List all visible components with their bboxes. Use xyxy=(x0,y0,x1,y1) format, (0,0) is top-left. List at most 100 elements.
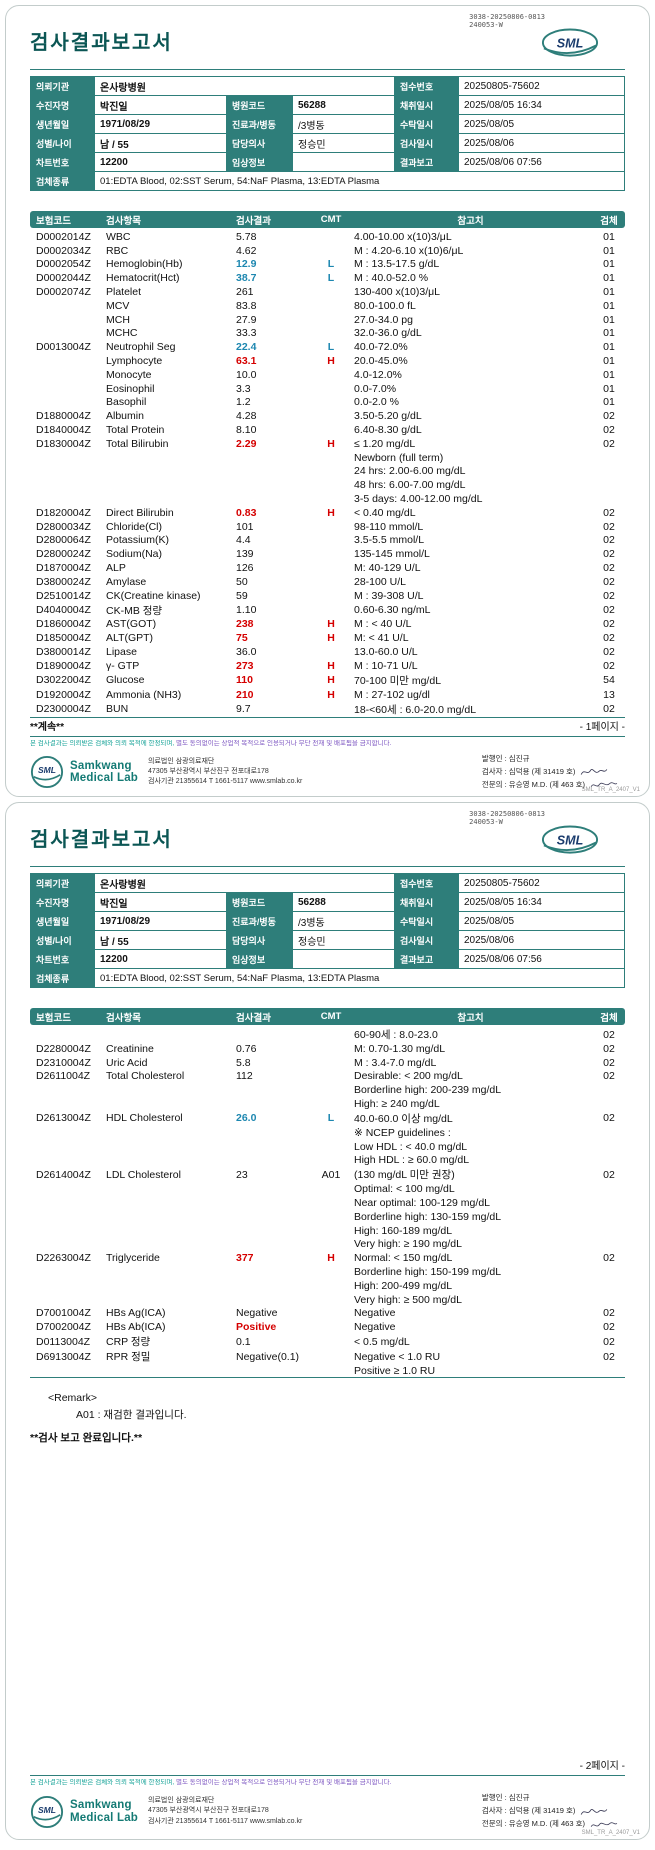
cmt-flag xyxy=(314,1307,348,1321)
test-name: CRP 정량 xyxy=(106,1336,151,1349)
cmt-flag xyxy=(314,478,348,492)
value-hospital-code: 56288 xyxy=(292,95,395,115)
result-row: Borderline high: 150-199 mg/dL xyxy=(30,1265,625,1279)
specimen-code: 54 xyxy=(603,674,615,687)
test-name: Total Protein xyxy=(106,424,165,437)
cmt-flag xyxy=(314,1334,348,1349)
cmt-flag xyxy=(314,368,348,382)
test-result: 112 xyxy=(236,1070,253,1083)
cmt-flag: H xyxy=(327,674,335,687)
remark-a01: A01 : 재검한 결과입니다. xyxy=(76,1409,187,1422)
insurance-code: D1820004Z xyxy=(36,506,91,519)
cmt-flag: L xyxy=(327,1112,335,1125)
test-result: 2.29 xyxy=(236,437,257,450)
sml-footer-logo-icon: SML xyxy=(30,1795,64,1828)
insurance-code: D2614004Z xyxy=(36,1168,91,1181)
reference-range: M : 40.0-52.0 % xyxy=(354,272,429,285)
insurance-code: D2300004Z xyxy=(36,703,91,715)
patient-row: 성별/나이 남 / 55 담당의사 정승민 검사일시 2025/08/06 xyxy=(30,930,625,950)
reference-range: ≤ 1.20 mg/dL xyxy=(354,437,416,450)
test-name: Basophil xyxy=(106,396,147,409)
reference-range: 20.0-45.0% xyxy=(354,355,408,368)
result-row: High: ≥ 240 mg/dL xyxy=(30,1097,625,1111)
result-row: 3-5 days: 4.00-12.00 mg/dL xyxy=(30,492,625,506)
value-tested-at: 2025/08/06 xyxy=(458,133,625,153)
footer-divider xyxy=(30,735,625,737)
specimen-code xyxy=(593,1097,625,1111)
specimen-code xyxy=(593,1196,625,1210)
test-name: MCV xyxy=(106,299,130,312)
reference-range: (130 mg/dL 미만 권장) xyxy=(354,1169,455,1182)
test-name: ALP xyxy=(106,562,126,575)
reference-range: M : 13.5-17.5 g/dL xyxy=(354,258,440,271)
test-result xyxy=(230,1210,314,1224)
cmt-flag xyxy=(314,1196,348,1210)
patient-row: 차트번호 12200 임상정보 결과보고 2025/08/06 07:56 xyxy=(30,152,625,172)
cmt-flag xyxy=(314,603,348,618)
test-result: 9.7 xyxy=(236,703,251,715)
result-row: D0002034Z RBC 4.62 M : 4.20-6.10 x(10)6/… xyxy=(30,244,625,258)
value-specimen-type: 01:EDTA Blood, 02:SST Serum, 54:NaF Plas… xyxy=(94,968,625,988)
label-requester: 의뢰기관 xyxy=(30,76,95,96)
test-name: Total Bilirubin xyxy=(106,437,169,450)
reference-range: Negative xyxy=(354,1307,396,1320)
specimen-code: 02 xyxy=(603,1321,615,1334)
label-specimen-type: 검체종류 xyxy=(30,171,95,191)
test-result: 27.9 xyxy=(236,313,257,326)
test-result: 210 xyxy=(236,688,254,701)
specimen-code: 01 xyxy=(603,258,615,271)
reference-range: ※ NCEP guidelines : xyxy=(354,1126,451,1139)
test-name: Sodium(Na) xyxy=(106,548,163,561)
reference-range: Optimal: < 100 mg/dL xyxy=(354,1183,455,1196)
title-divider xyxy=(30,69,625,70)
test-result: 1.2 xyxy=(236,396,251,409)
test-result: 261 xyxy=(236,286,254,299)
test-name: Monocyte xyxy=(106,368,152,381)
cmt-flag xyxy=(314,1083,348,1097)
insurance-code: D2611004Z xyxy=(36,1070,91,1083)
label-hospital-code: 병원코드 xyxy=(226,892,293,912)
insurance-code: D0113004Z xyxy=(36,1335,91,1348)
title-bar: 검사결과보고서 SML xyxy=(30,823,625,858)
cmt-flag xyxy=(314,547,348,561)
test-name xyxy=(100,465,230,479)
test-result: 23 xyxy=(236,1168,248,1181)
test-name: HBs Ab(ICA) xyxy=(106,1321,166,1334)
test-name: Total Cholesterol xyxy=(106,1070,185,1083)
examiner-line: 검사자 : 심덕용 (제 31419 호) xyxy=(482,766,619,779)
reference-range: High: ≥ 240 mg/dL xyxy=(354,1098,440,1111)
signatories: 발행인 : 심진규 검사자 : 심덕용 (제 31419 호) 전문의 : 유승… xyxy=(482,753,619,792)
test-name: Glucose xyxy=(106,674,145,687)
cmt-flag xyxy=(314,1056,348,1070)
reference-range: M: 40-129 U/L xyxy=(354,562,421,575)
serial-line-2: 240053-W xyxy=(469,21,503,30)
result-row: D1830004Z Total Bilirubin 2.29 H ≤ 1.20 … xyxy=(30,437,625,451)
specimen-code xyxy=(593,1083,625,1097)
footer: SML Samkwang Medical Lab 의료법인 삼광의료재단 473… xyxy=(30,753,625,792)
lab-name-line2: Medical Lab xyxy=(70,1811,139,1824)
result-row: D0013004Z Neutrophil Seg 22.4 L 40.0-72.… xyxy=(30,340,625,354)
label-birth-date: 생년월일 xyxy=(30,114,95,134)
label-patient-name: 수진자명 xyxy=(30,892,95,912)
insurance-code: D2800064Z xyxy=(36,534,91,547)
specimen-code: 01 xyxy=(603,272,615,285)
col-test-name: 검사항목 xyxy=(100,211,230,228)
label-patient-name: 수진자명 xyxy=(30,95,95,115)
result-row: D2800024Z Sodium(Na) 139 135-145 mmol/L … xyxy=(30,547,625,561)
lab-name-line1: Samkwang xyxy=(70,1799,132,1812)
test-result: 4.62 xyxy=(236,244,257,257)
test-result: 33.3 xyxy=(236,327,257,340)
cmt-flag: H xyxy=(327,688,335,701)
patient-row: 차트번호 12200 임상정보 결과보고 2025/08/06 07:56 xyxy=(30,949,625,969)
reference-range: M: 0.70-1.30 mg/dL xyxy=(354,1042,446,1055)
test-result: 36.0 xyxy=(236,646,257,658)
result-row: D0002044Z Hematocrit(Hct) 38.7 L M : 40.… xyxy=(30,271,625,285)
test-name xyxy=(100,1224,230,1238)
test-name: Hemoglobin(Hb) xyxy=(106,258,183,271)
insurance-code xyxy=(30,1210,100,1224)
patient-row: 성별/나이 남 / 55 담당의사 정승민 검사일시 2025/08/06 xyxy=(30,133,625,153)
patient-row: 검체종류 01:EDTA Blood, 02:SST Serum, 54:NaF… xyxy=(30,968,625,988)
label-tested-at: 검사일시 xyxy=(394,930,459,950)
value-patient-name: 박진일 xyxy=(94,892,227,912)
test-name xyxy=(100,451,230,465)
